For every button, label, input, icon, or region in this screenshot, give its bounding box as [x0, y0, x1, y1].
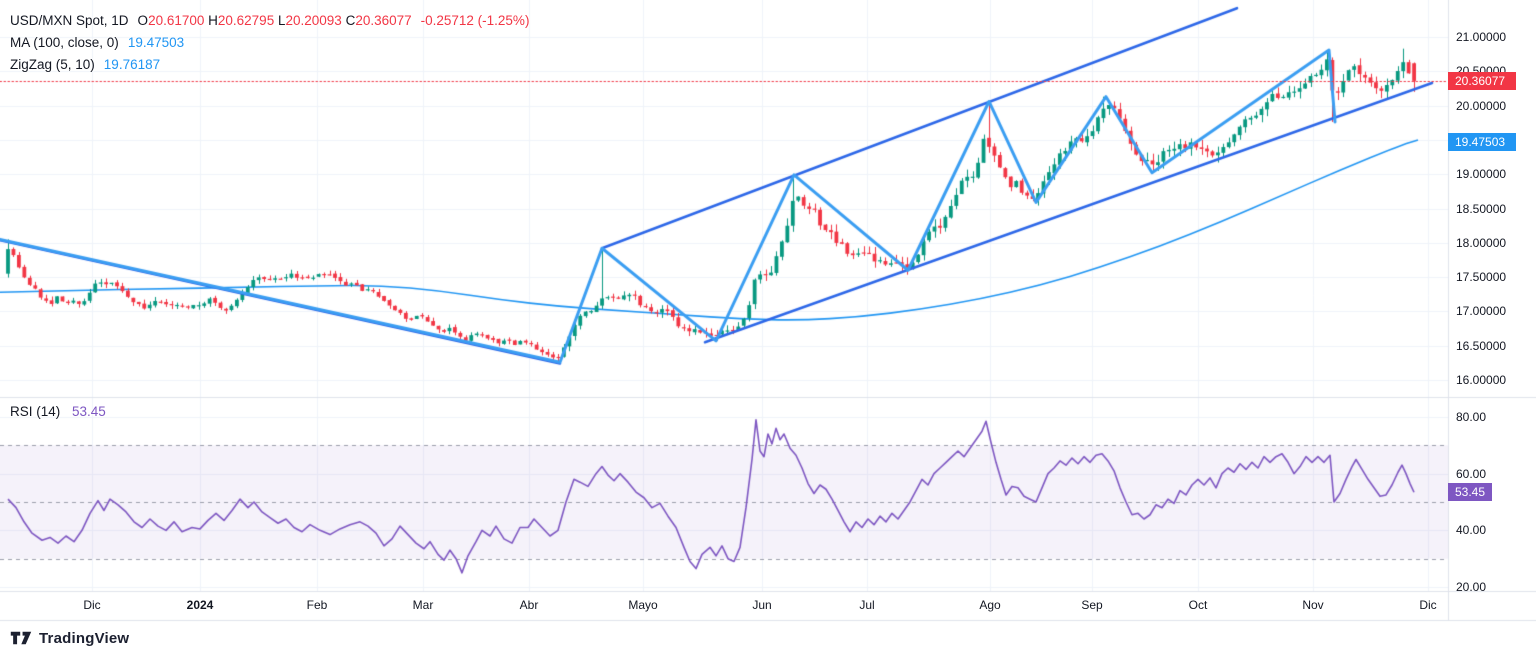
time-axis-label: Ago — [979, 598, 1001, 612]
time-axis-label: Sep — [1081, 598, 1103, 612]
zigzag-label: ZigZag (5, 10) — [10, 57, 95, 72]
rsi-value: 53.45 — [72, 404, 106, 419]
open-value: 20.61700 — [148, 13, 205, 28]
open-label: O — [137, 13, 149, 28]
time-axis-label: Jun — [752, 598, 772, 612]
high-value: 20.62795 — [217, 13, 275, 28]
price-tick-label: 21.00000 — [1456, 30, 1507, 44]
high-label: H — [208, 13, 218, 28]
time-axis-label: 2024 — [186, 598, 214, 612]
price-tick-label: 17.50000 — [1456, 270, 1507, 285]
close-label: C — [345, 13, 356, 28]
tradingview-attribution[interactable]: TradingView — [10, 629, 129, 647]
close-value: 20.36077 — [355, 13, 412, 28]
tradingview-logo-icon — [10, 631, 32, 645]
price-tick-label: 19.00000 — [1456, 167, 1507, 182]
price-tick-label: 18.00000 — [1456, 235, 1507, 250]
rsi-label: RSI (14) — [10, 404, 61, 419]
low-value: 20.20093 — [285, 13, 342, 28]
legend-zigzag-row[interactable]: ZigZag (5, 10) 19.76187 — [10, 54, 529, 76]
symbol-title: USD/MXN Spot, 1D — [10, 13, 129, 28]
ma-label: MA (100, close, 0) — [10, 35, 119, 50]
time-axis-label: Mar — [412, 598, 434, 612]
rsi-tick-label: 80.00 — [1456, 410, 1487, 424]
low-label: L — [277, 13, 286, 28]
time-axis-label: Dic — [83, 598, 101, 612]
ma-value-badge: 19.47503 — [1448, 132, 1516, 151]
time-axis-label: Feb — [306, 598, 328, 612]
change-value: -0.25712 (-1.25%) — [420, 13, 530, 28]
tradingview-brand-text: TradingView — [39, 629, 130, 647]
rsi-tick-label: 60.00 — [1456, 466, 1487, 481]
time-axis-label: Oct — [1188, 598, 1208, 612]
price-tick-label: 17.00000 — [1456, 304, 1507, 319]
ma-value: 19.47503 — [127, 35, 185, 50]
ohlc-values: O20.61700 H20.62795 L20.20093 C20.36077 — [138, 10, 412, 32]
time-axis-label: Mayo — [628, 598, 658, 612]
zigzag-value: 19.76187 — [103, 57, 161, 72]
legend-symbol-row[interactable]: USD/MXN Spot, 1D O20.61700 H20.62795 L20… — [10, 10, 529, 32]
price-tick-label: 16.50000 — [1456, 338, 1507, 353]
price-tick-label: 16.00000 — [1456, 373, 1507, 387]
legend: USD/MXN Spot, 1D O20.61700 H20.62795 L20… — [10, 10, 529, 76]
rsi-value-badge: 53.45 — [1448, 483, 1493, 502]
rsi-tick-label: 40.00 — [1456, 523, 1487, 538]
time-axis-label: Jul — [859, 598, 875, 612]
time-axis-label: Abr — [519, 598, 539, 612]
legend-ma-row[interactable]: MA (100, close, 0) 19.47503 — [10, 32, 529, 54]
rsi-legend-row[interactable]: RSI (14) 53.45 — [10, 404, 106, 419]
time-axis-label: Dic — [1419, 598, 1437, 612]
rsi-tick-label: 20.00 — [1456, 579, 1487, 594]
last-price-badge: 20.36077 — [1448, 71, 1516, 90]
price-tick-label: 18.50000 — [1456, 201, 1507, 216]
time-axis-label: Nov — [1302, 598, 1324, 612]
price-tick-label: 20.00000 — [1456, 98, 1507, 113]
